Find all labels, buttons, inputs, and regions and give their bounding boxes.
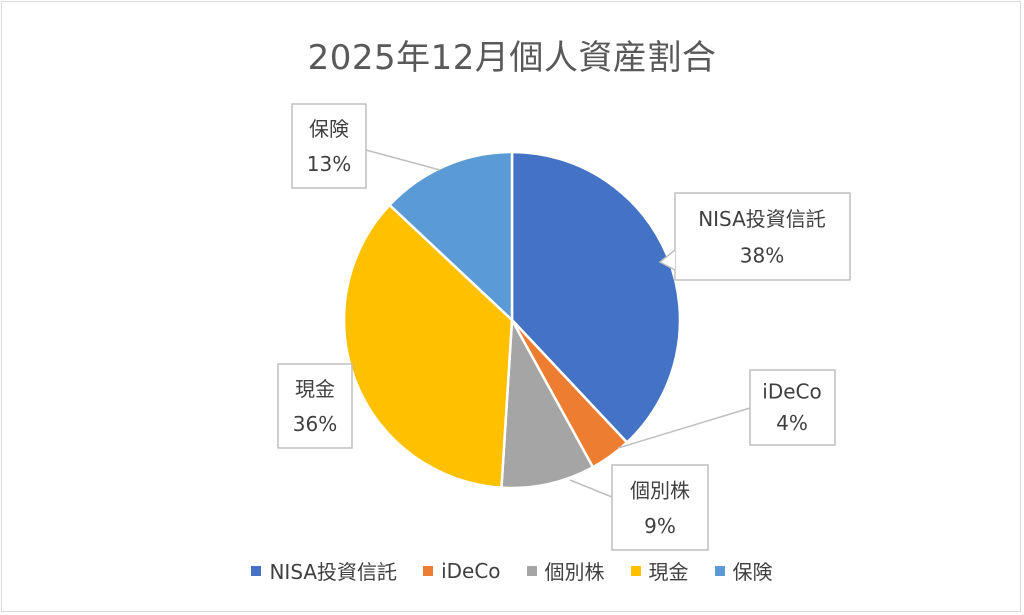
data-label-box [291, 103, 367, 189]
pie-slice-3 [342, 203, 514, 489]
data-label-box [277, 363, 353, 449]
legend-item-1: iDeCo [423, 558, 501, 583]
legend-swatch [630, 565, 641, 576]
leader-line-0 [658, 249, 676, 271]
data-label-category: 現金 [295, 377, 335, 401]
legend-swatch [714, 565, 725, 576]
legend-label: 現金 [648, 560, 689, 584]
data-label-box [749, 369, 836, 446]
data-label-0: NISA投資信託 38% [674, 192, 851, 281]
data-label-value: 38% [740, 244, 784, 268]
legend-swatch [526, 565, 537, 576]
chart-legend: NISA投資信託 iDeCo 個別株 現金 保険 [0, 556, 1024, 585]
data-label-value: 36% [293, 412, 337, 436]
data-label-value: 4% [776, 411, 808, 435]
legend-item-4: 保険 [714, 556, 773, 585]
data-label-3: 現金 36% [277, 363, 353, 449]
legend-label: NISA投資信託 [269, 560, 398, 584]
data-label-box [674, 192, 851, 281]
leader-line-1 [617, 407, 751, 449]
legend-item-3: 現金 [630, 556, 689, 585]
pie-slice-4 [387, 150, 514, 323]
legend-label: 保険 [732, 560, 773, 584]
leader-line-2 [569, 479, 613, 498]
data-label-category: NISA投資信託 [698, 207, 826, 231]
legend-swatch [251, 565, 262, 576]
data-label-category: iDeCo [762, 380, 821, 404]
data-label-category: 保険 [309, 117, 349, 141]
legend-label: 個別株 [544, 560, 605, 584]
data-label-box [611, 464, 709, 551]
data-label-4: 保険 13% [291, 103, 367, 189]
chart-title: 2025年12月個人資産割合 [307, 38, 717, 78]
leader-line-4 [365, 149, 441, 171]
legend-item-0: NISA投資信託 [251, 556, 397, 585]
data-label-2: 個別株 9% [611, 464, 709, 551]
data-label-1: iDeCo 4% [749, 369, 836, 446]
legend-label: iDeCo [441, 558, 501, 583]
data-label-value: 13% [307, 152, 351, 176]
data-label-category: 個別株 [630, 478, 690, 502]
pie-slice-2 [500, 315, 595, 490]
legend-swatch [423, 565, 434, 576]
legend-item-2: 個別株 [526, 556, 605, 585]
data-label-value: 9% [644, 514, 676, 538]
